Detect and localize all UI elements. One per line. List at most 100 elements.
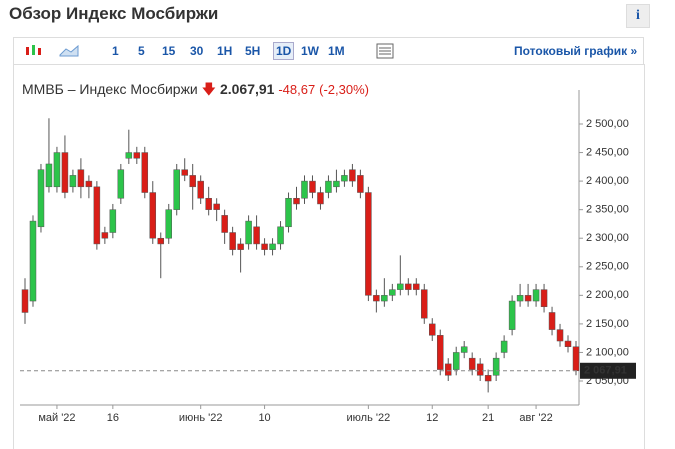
- candle-body: [197, 180, 204, 199]
- interval-button[interactable]: 5: [138, 44, 145, 58]
- candle-body: [484, 375, 492, 382]
- candle-body: [397, 283, 404, 290]
- change-pct: (-2,30%): [319, 82, 369, 97]
- candle-body: [293, 197, 300, 205]
- price-tag-label: 2 067,91: [584, 365, 627, 377]
- y-tick-label: 2 050,00: [586, 375, 629, 387]
- y-tick-label: 2 350,00: [586, 204, 629, 216]
- candle-body: [500, 340, 508, 353]
- candle-body: [125, 152, 133, 159]
- candle-body: [309, 180, 316, 193]
- candle-body: [245, 220, 252, 245]
- candle-body: [109, 209, 117, 233]
- candle-body: [117, 169, 125, 199]
- candle-body: [53, 152, 61, 188]
- quote: ММВБ – Индекс Мосбиржи 🡇 2.067,91 -48,67…: [22, 79, 369, 103]
- interval-button[interactable]: 1: [112, 44, 119, 58]
- candle-body: [405, 283, 412, 290]
- candle-body: [21, 289, 29, 313]
- candle-body: [333, 180, 340, 188]
- candle-body: [85, 180, 93, 188]
- interval-button[interactable]: 1H: [217, 44, 233, 58]
- stream-link[interactable]: Потоковый график »: [514, 44, 638, 58]
- candle-body: [357, 175, 364, 193]
- candle-body: [165, 209, 172, 239]
- candle-body: [93, 186, 101, 245]
- x-tick-label: 10: [258, 412, 270, 424]
- candle-body: [253, 226, 260, 245]
- info-button[interactable]: i: [626, 4, 650, 28]
- candle-body: [45, 163, 53, 188]
- candle-body: [157, 237, 165, 245]
- candle-body: [133, 152, 141, 159]
- y-tick-label: 2 250,00: [586, 261, 629, 273]
- interval-button[interactable]: 1D: [273, 42, 295, 60]
- candle-body: [492, 357, 500, 376]
- candle-body: [564, 340, 572, 347]
- candle-body: [421, 289, 428, 319]
- candle-body: [436, 335, 444, 370]
- candle-body: [141, 152, 149, 193]
- chart-frame: [13, 64, 645, 449]
- candle-body: [349, 169, 356, 182]
- interval-button[interactable]: 30: [190, 44, 204, 58]
- candle-body: [389, 289, 396, 296]
- candle-body: [101, 232, 109, 239]
- candle-body: [476, 363, 484, 376]
- candle-body: [452, 352, 460, 370]
- interval-button[interactable]: 15: [162, 44, 176, 58]
- y-tick-label: 2 150,00: [586, 318, 629, 330]
- interval-button[interactable]: 5H: [245, 44, 261, 58]
- toolbar: Потоковый график » 1 5 15 30 1H 5H 1D 1W 1M: [13, 37, 644, 65]
- candle-body: [373, 295, 380, 302]
- candle-body: [269, 243, 276, 250]
- candle-body: [317, 192, 324, 205]
- candle-body: [508, 300, 516, 330]
- candle-body: [532, 289, 540, 302]
- x-tick-label: июль '22: [347, 412, 391, 424]
- price: 2.067,91: [219, 81, 275, 97]
- candle-body: [173, 169, 180, 210]
- down-arrow: 🡇: [201, 81, 217, 97]
- candle-body: [444, 363, 452, 376]
- candle-body: [285, 197, 292, 228]
- candle-body: [261, 243, 268, 250]
- interval-button[interactable]: 1M: [328, 44, 345, 58]
- candle-body: [365, 192, 372, 296]
- candle-body: [37, 169, 45, 228]
- y-tick-label: 2 200,00: [586, 289, 629, 301]
- change: -48,67: [278, 82, 316, 97]
- candle-body: [237, 243, 244, 250]
- candle-body: [189, 175, 196, 188]
- candle-body: [29, 220, 37, 302]
- x-tick-label: 21: [482, 412, 494, 424]
- candle-icon[interactable]: [22, 41, 46, 61]
- candle-body: [69, 175, 77, 188]
- candle-body: [221, 215, 228, 233]
- y-tick-label: 2 400,00: [586, 175, 629, 187]
- candle-body: [468, 357, 476, 370]
- x-tick-label: май '22: [38, 412, 75, 424]
- y-tick-label: 2 300,00: [586, 232, 629, 244]
- x-tick-label: 16: [107, 412, 119, 424]
- candle-body: [460, 346, 468, 353]
- area-icon[interactable]: [58, 41, 82, 61]
- table-icon[interactable]: [374, 41, 396, 61]
- candle-body: [556, 329, 564, 342]
- candle-body: [341, 175, 348, 182]
- instrument: ММВБ – Индекс Мосбиржи: [22, 81, 198, 97]
- candle-body: [381, 295, 388, 302]
- candle-body: [516, 295, 524, 302]
- candle-body: [181, 169, 188, 176]
- interval-button[interactable]: 1W: [301, 44, 319, 58]
- title: Обзор Индекс Мосбиржи: [9, 4, 219, 23]
- candle-body: [213, 203, 220, 210]
- candle-body: [77, 169, 85, 188]
- candle-body: [413, 283, 420, 290]
- price-tag: [580, 362, 636, 379]
- y-tick-label: 2 100,00: [586, 346, 629, 358]
- candle-body: [572, 346, 580, 372]
- y-tick-label: 2 500,00: [586, 118, 629, 130]
